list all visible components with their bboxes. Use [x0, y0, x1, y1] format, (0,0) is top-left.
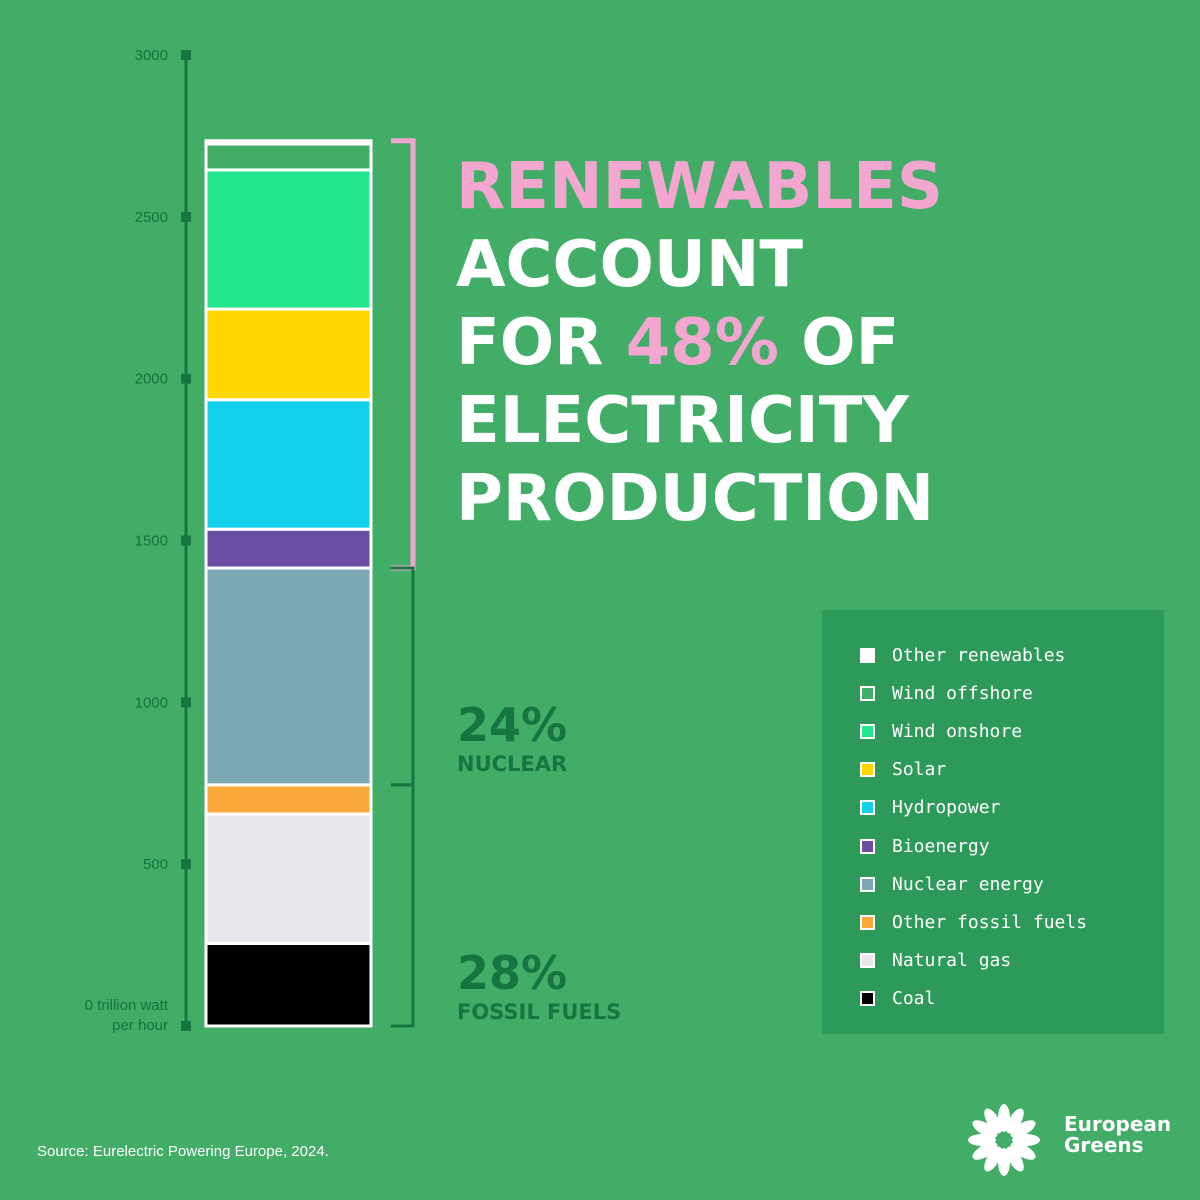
- headline-line-5: PRODUCTION: [456, 462, 935, 536]
- y-tick-mark: [181, 373, 191, 384]
- legend-label: Nuclear energy: [892, 873, 1044, 895]
- legend-swatch: [860, 914, 875, 930]
- legend-item: Coal: [860, 980, 1164, 1018]
- fossil-share-percent: 28%: [457, 946, 568, 1000]
- y-tick-mark: [181, 1021, 191, 1031]
- logo-line-2: Greens: [1064, 1133, 1144, 1157]
- legend-item: Bioenergy: [860, 827, 1164, 865]
- fossil-share-label: FOSSIL FUELS: [457, 1000, 622, 1024]
- y-tick-label: 2000: [135, 371, 168, 388]
- bar-segment-nuclear-energy: [204, 566, 373, 787]
- headline-for: FOR: [456, 306, 626, 380]
- y-tick-label: 1000: [135, 694, 168, 711]
- legend-item: Wind offshore: [860, 674, 1164, 712]
- bar-segment-other-fossil-fuels: [204, 783, 373, 816]
- y-tick-label: 2500: [135, 209, 168, 226]
- logo-line-1: European: [1064, 1112, 1172, 1136]
- legend-label: Solar: [892, 759, 947, 781]
- fossil-bracket: [391, 783, 415, 1028]
- legend-label: Bioenergy: [892, 835, 990, 857]
- legend-swatch: [860, 762, 875, 778]
- bar-segment-other-renewables: [204, 139, 373, 146]
- legend-label: Other fossil fuels: [892, 911, 1088, 933]
- legend-item: Other renewables: [860, 636, 1164, 674]
- legend-swatch: [860, 991, 875, 1007]
- legend-item: Nuclear energy: [860, 865, 1164, 903]
- legend-item: Wind onshore: [860, 712, 1164, 750]
- headline: RENEWABLES ACCOUNT FOR 48% OF ELECTRICIT…: [456, 148, 943, 538]
- nuclear-share-label: NUCLEAR: [457, 752, 568, 776]
- logo-wordmark: European Greens: [1064, 1114, 1171, 1156]
- y-axis-zero-label: 0 trillion watt: [85, 997, 169, 1014]
- y-tick-label: 500: [143, 856, 168, 873]
- legend-swatch: [860, 685, 875, 701]
- bar-segment-hydropower: [204, 398, 373, 531]
- y-tick-label: 1500: [135, 533, 168, 550]
- y-tick-mark: [181, 859, 191, 870]
- headline-of: OF: [778, 306, 900, 380]
- bar-segment-wind-offshore: [204, 142, 373, 172]
- y-tick-label: 3000: [135, 47, 168, 64]
- legend-swatch: [860, 723, 875, 739]
- legend-swatch: [860, 647, 875, 663]
- bar-segment-natural-gas: [204, 812, 373, 945]
- legend-swatch: [860, 953, 875, 969]
- legend: Other renewables Wind offshore Wind onshor…: [822, 610, 1164, 1034]
- legend-swatch: [860, 800, 875, 816]
- stacked-bar: [204, 139, 373, 1028]
- legend-item: Natural gas: [860, 942, 1164, 980]
- fossil-share: 28% FOSSIL FUELS: [457, 948, 621, 1024]
- sunflower-icon: [968, 1104, 1040, 1176]
- legend-label: Natural gas: [892, 950, 1012, 972]
- headline-percentage: 48%: [625, 306, 779, 380]
- bar-segment-coal: [204, 941, 373, 1028]
- legend-swatch: [860, 876, 875, 892]
- headline-line-1: RENEWABLES: [456, 150, 943, 224]
- headline-line-3: FOR 48% OF: [456, 304, 943, 382]
- legend-label: Wind onshore: [892, 720, 1023, 742]
- bar-segment-solar: [204, 307, 373, 402]
- legend-label: Other renewables: [892, 644, 1066, 666]
- nuclear-share: 24% NUCLEAR: [457, 700, 567, 776]
- european-greens-logo: European Greens: [966, 1098, 1176, 1178]
- nuclear-bracket: [391, 566, 415, 787]
- legend-label: Coal: [892, 988, 936, 1010]
- y-axis-zero-label: per hour: [112, 1017, 168, 1034]
- renewables-bracket: [391, 138, 416, 571]
- bar-segment-wind-onshore: [204, 168, 373, 311]
- legend-label: Wind offshore: [892, 682, 1033, 704]
- y-axis: 500 1000 1500 2000 2500 3000 0 trillion watt pe…: [85, 47, 191, 1034]
- y-tick-mark: [181, 535, 191, 546]
- headline-line-4: ELECTRICITY: [456, 384, 909, 458]
- nuclear-share-percent: 24%: [457, 698, 568, 752]
- share-brackets: [391, 138, 416, 1028]
- bar-segment-bioenergy: [204, 527, 373, 570]
- y-tick-mark: [181, 50, 191, 60]
- y-tick-mark: [181, 211, 191, 222]
- legend-item: Hydropower: [860, 789, 1164, 827]
- y-tick-mark: [181, 697, 191, 708]
- headline-line-2: ACCOUNT: [456, 228, 804, 302]
- legend-item: Solar: [860, 751, 1164, 789]
- legend-label: Hydropower: [892, 797, 1001, 819]
- legend-item: Other fossil fuels: [860, 903, 1164, 941]
- legend-swatch: [860, 838, 875, 854]
- source-note: Source: Eurelectric Powering Europe, 202…: [37, 1143, 329, 1160]
